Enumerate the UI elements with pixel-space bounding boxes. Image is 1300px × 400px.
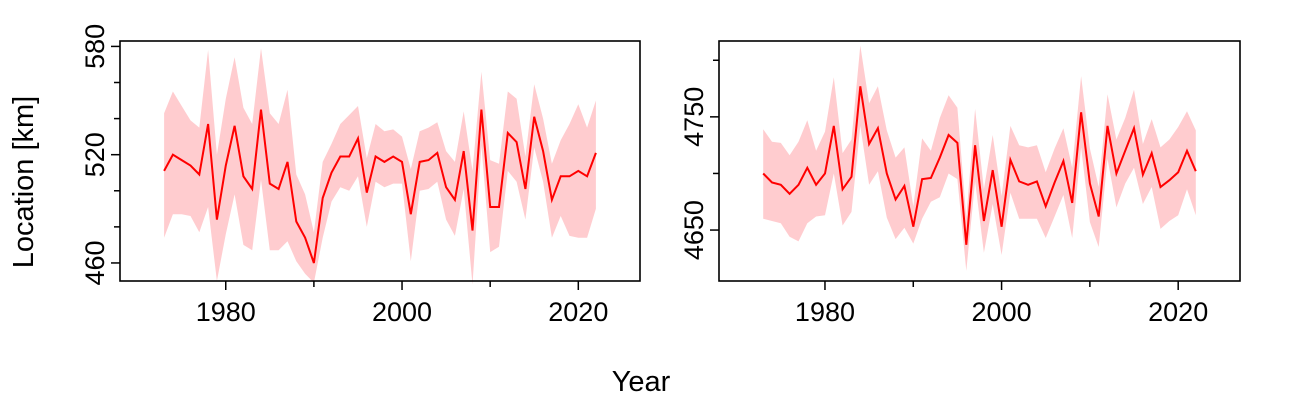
plot-frame <box>119 40 641 282</box>
series-line <box>163 109 597 264</box>
x-tick-label: 2020 <box>548 297 608 327</box>
x-axis-title: Year <box>612 366 671 398</box>
right-panel: 1980 2000 2020 4650 4750 <box>679 40 1241 327</box>
x-tick-label: 2020 <box>1148 297 1208 327</box>
y-tick-label: 4750 <box>679 87 709 147</box>
x-tick-label: 2000 <box>972 297 1032 327</box>
plot-frame <box>718 40 1241 282</box>
y-tick-label: 460 <box>80 240 110 285</box>
y-tick-label: 520 <box>80 132 110 177</box>
y-tick-label: 580 <box>80 24 110 69</box>
y-tick-label: 4650 <box>679 200 709 260</box>
confidence-band <box>763 45 1196 271</box>
y-axis-title: Location [km] <box>8 96 40 268</box>
confidence-band <box>164 48 596 285</box>
x-tick-label: 1980 <box>196 297 256 327</box>
x-tick-label: 1980 <box>795 297 855 327</box>
x-tick-label: 2000 <box>372 297 432 327</box>
series-line <box>762 86 1197 245</box>
left-panel: 1980 2000 2020 460 520 580 <box>80 24 641 327</box>
